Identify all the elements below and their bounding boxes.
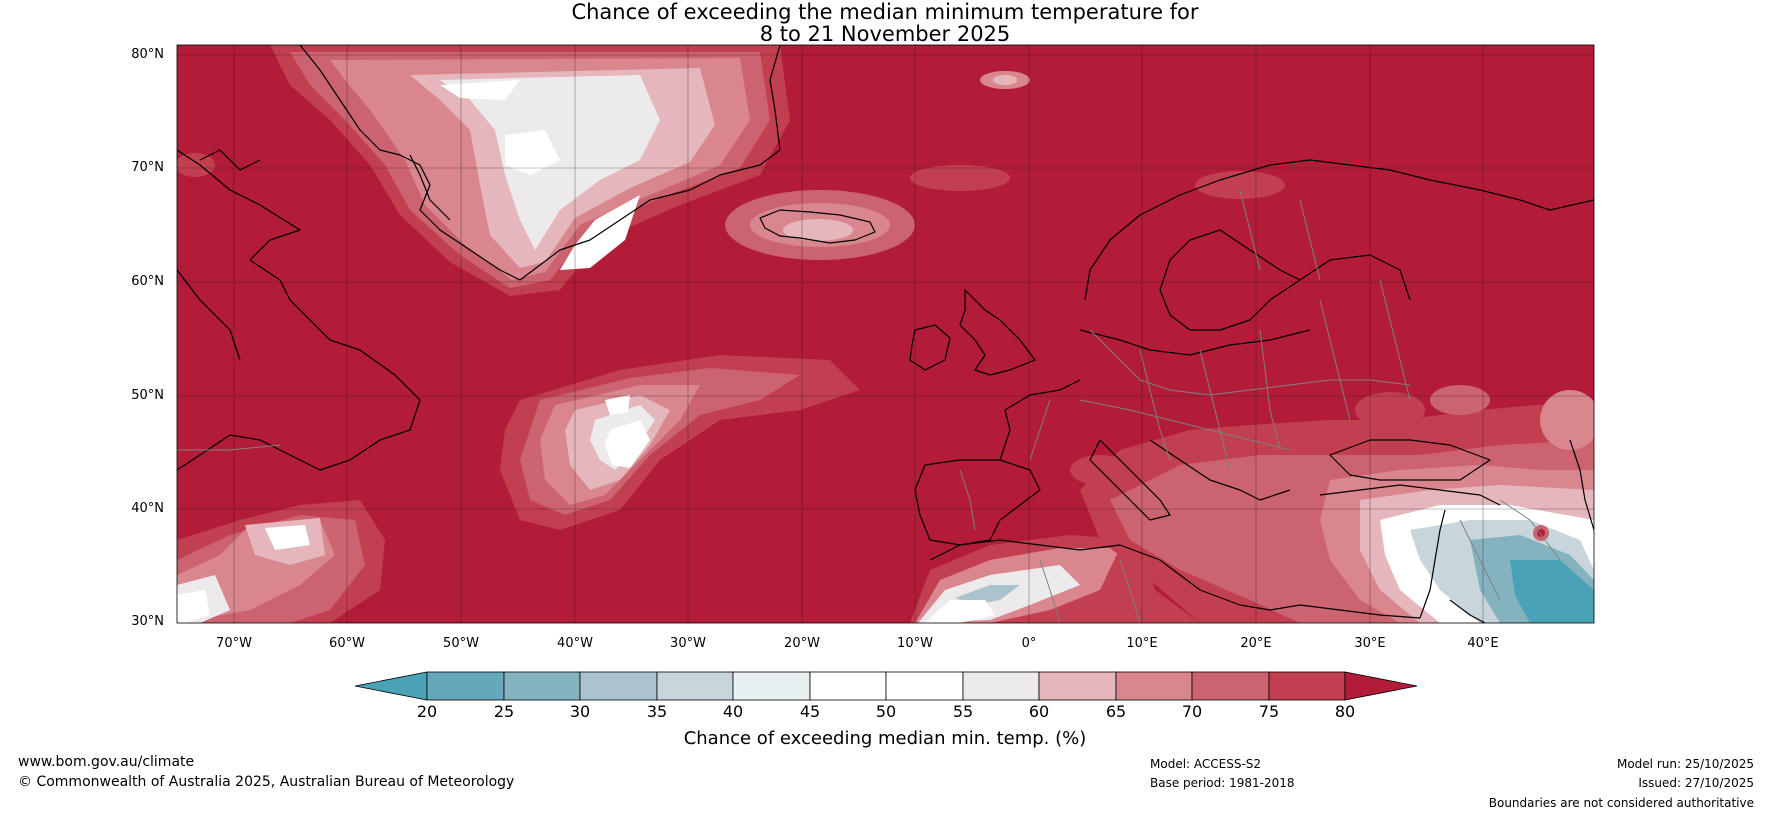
lon-label: 0° <box>1021 636 1037 651</box>
colorbar-tick: 35 <box>646 702 668 721</box>
europe-coast <box>1079 329 1311 356</box>
colorbar-tick: 30 <box>569 702 591 721</box>
europe-anomalies <box>177 153 1594 485</box>
colorbar-tick: 40 <box>722 702 744 721</box>
balkans-coast <box>1149 439 1291 501</box>
colorbar-label: Chance of exceeding median min. temp. (%… <box>683 728 1087 749</box>
colorbar-bin <box>503 671 581 701</box>
hudson-islands <box>199 149 261 171</box>
france-coast <box>999 379 1081 461</box>
map-title-line2: 8 to 21 November 2025 <box>759 22 1011 46</box>
colorbar-high-arrow <box>1344 671 1418 701</box>
colorbar-tick: 70 <box>1181 702 1203 721</box>
colorbar-bin <box>1191 671 1270 701</box>
caspian <box>1569 439 1594 531</box>
colorbar-tick: 75 <box>1258 702 1280 721</box>
levant-coast <box>1419 509 1446 619</box>
lon-label: 10°E <box>1126 636 1158 651</box>
turkey-coast <box>1319 484 1501 506</box>
lat-label: 70°N <box>131 160 164 175</box>
map-title-line1: Chance of exceeding the median minimum t… <box>571 0 1199 24</box>
labrador-coast <box>177 269 241 361</box>
lon-label: 40°W <box>557 636 593 651</box>
greenland-coast <box>299 45 781 281</box>
north-africa-coast <box>929 539 1421 619</box>
lon-label: 20°E <box>1240 636 1272 651</box>
lat-label: 60°N <box>131 274 164 289</box>
lon-label: 30°E <box>1354 636 1386 651</box>
mid-atlantic-anomaly <box>500 355 860 530</box>
coastlines <box>177 45 1594 623</box>
scandinavia-coast <box>1084 159 1594 301</box>
colorbar-tick: 80 <box>1334 702 1356 721</box>
issued-date: Issued: 27/10/2025 <box>1638 776 1754 790</box>
colorbar-bin <box>426 671 505 701</box>
colorbar-tick: 20 <box>416 702 438 721</box>
base-period: Base period: 1981-2018 <box>1150 776 1295 790</box>
colorbar-bin <box>1038 671 1117 701</box>
greenland-anomaly <box>270 45 790 296</box>
colorbar-bin <box>656 671 734 701</box>
colorbar-bin <box>962 671 1040 701</box>
colorbar-tick: 25 <box>493 702 515 721</box>
model-name: Model: ACCESS-S2 <box>1150 757 1262 771</box>
colorbar-bin <box>579 671 658 701</box>
lon-label: 70°W <box>216 636 252 651</box>
lat-label: 40°N <box>131 501 164 516</box>
lon-label: 20°W <box>784 636 820 651</box>
lon-label: 50°W <box>443 636 479 651</box>
colorbar-tick: 60 <box>1028 702 1050 721</box>
greenland-west-coast <box>409 154 451 221</box>
finland-coast <box>1299 254 1411 301</box>
sw-atlantic-anomaly <box>177 500 385 623</box>
colorbar-bin <box>1268 671 1346 701</box>
graticule <box>177 45 1594 623</box>
uk-coast <box>959 289 1036 376</box>
colorbar-tick: 65 <box>1105 702 1127 721</box>
lon-label: 30°W <box>670 636 706 651</box>
black-sea <box>1329 439 1491 481</box>
lon-label: 60°W <box>329 636 365 651</box>
lat-label: 50°N <box>131 388 164 403</box>
colorbar-tick: 45 <box>799 702 821 721</box>
colorbar-tick: 50 <box>875 702 897 721</box>
lon-label: 10°W <box>897 636 933 651</box>
colorbar-bin <box>809 671 887 701</box>
colorbar-bin <box>732 671 811 701</box>
italy-coast <box>1089 439 1171 521</box>
copyright-notice: © Commonwealth of Australia 2025, Austra… <box>18 774 515 790</box>
red-sea <box>1449 599 1486 623</box>
colorbar-tick: 55 <box>952 702 974 721</box>
ireland-coast <box>909 324 951 371</box>
canada-coast <box>177 149 421 471</box>
borders <box>177 189 1561 623</box>
lat-label: 80°N <box>131 47 164 62</box>
website-link[interactable]: www.bom.gov.au/climate <box>18 754 195 770</box>
colorbar <box>354 671 1418 701</box>
colorbar-low-arrow <box>354 671 428 701</box>
model-run-date: Model run: 25/10/2025 <box>1616 757 1754 771</box>
lat-label: 30°N <box>131 614 164 629</box>
colorbar-bin <box>1115 671 1193 701</box>
iceland-coast <box>759 209 876 244</box>
boundaries-disclaimer: Boundaries are not considered authoritat… <box>1488 796 1754 810</box>
colorbar-bin <box>885 671 964 701</box>
lon-label: 40°E <box>1467 636 1499 651</box>
